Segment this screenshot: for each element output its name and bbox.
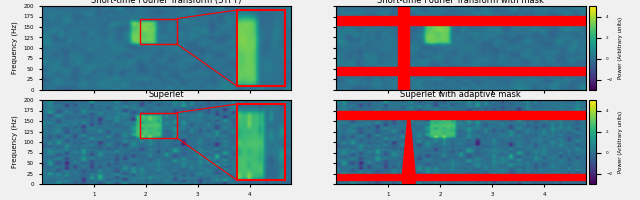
- Polygon shape: [403, 119, 415, 184]
- Y-axis label: Power (Arbitrary units): Power (Arbitrary units): [618, 111, 623, 173]
- Bar: [140, 19, 177, 44]
- Y-axis label: Frequency (Hz): Frequency (Hz): [12, 116, 18, 168]
- Bar: [336, 67, 586, 75]
- Title: Superlet: Superlet: [148, 90, 184, 99]
- Bar: [336, 110, 586, 119]
- Y-axis label: Frequency (Hz): Frequency (Hz): [12, 22, 18, 74]
- Bar: [140, 113, 177, 138]
- Title: Short-time Fourier Transform with mask: Short-time Fourier Transform with mask: [378, 0, 544, 5]
- Bar: [398, 6, 409, 90]
- Title: Superlet with adaptive mask: Superlet with adaptive mask: [401, 90, 521, 99]
- Y-axis label: Power (Arbitrary units): Power (Arbitrary units): [618, 17, 623, 79]
- Bar: [336, 16, 586, 25]
- Title: Short-time Fourier Transform (STFT): Short-time Fourier Transform (STFT): [92, 0, 241, 5]
- Bar: [336, 173, 586, 180]
